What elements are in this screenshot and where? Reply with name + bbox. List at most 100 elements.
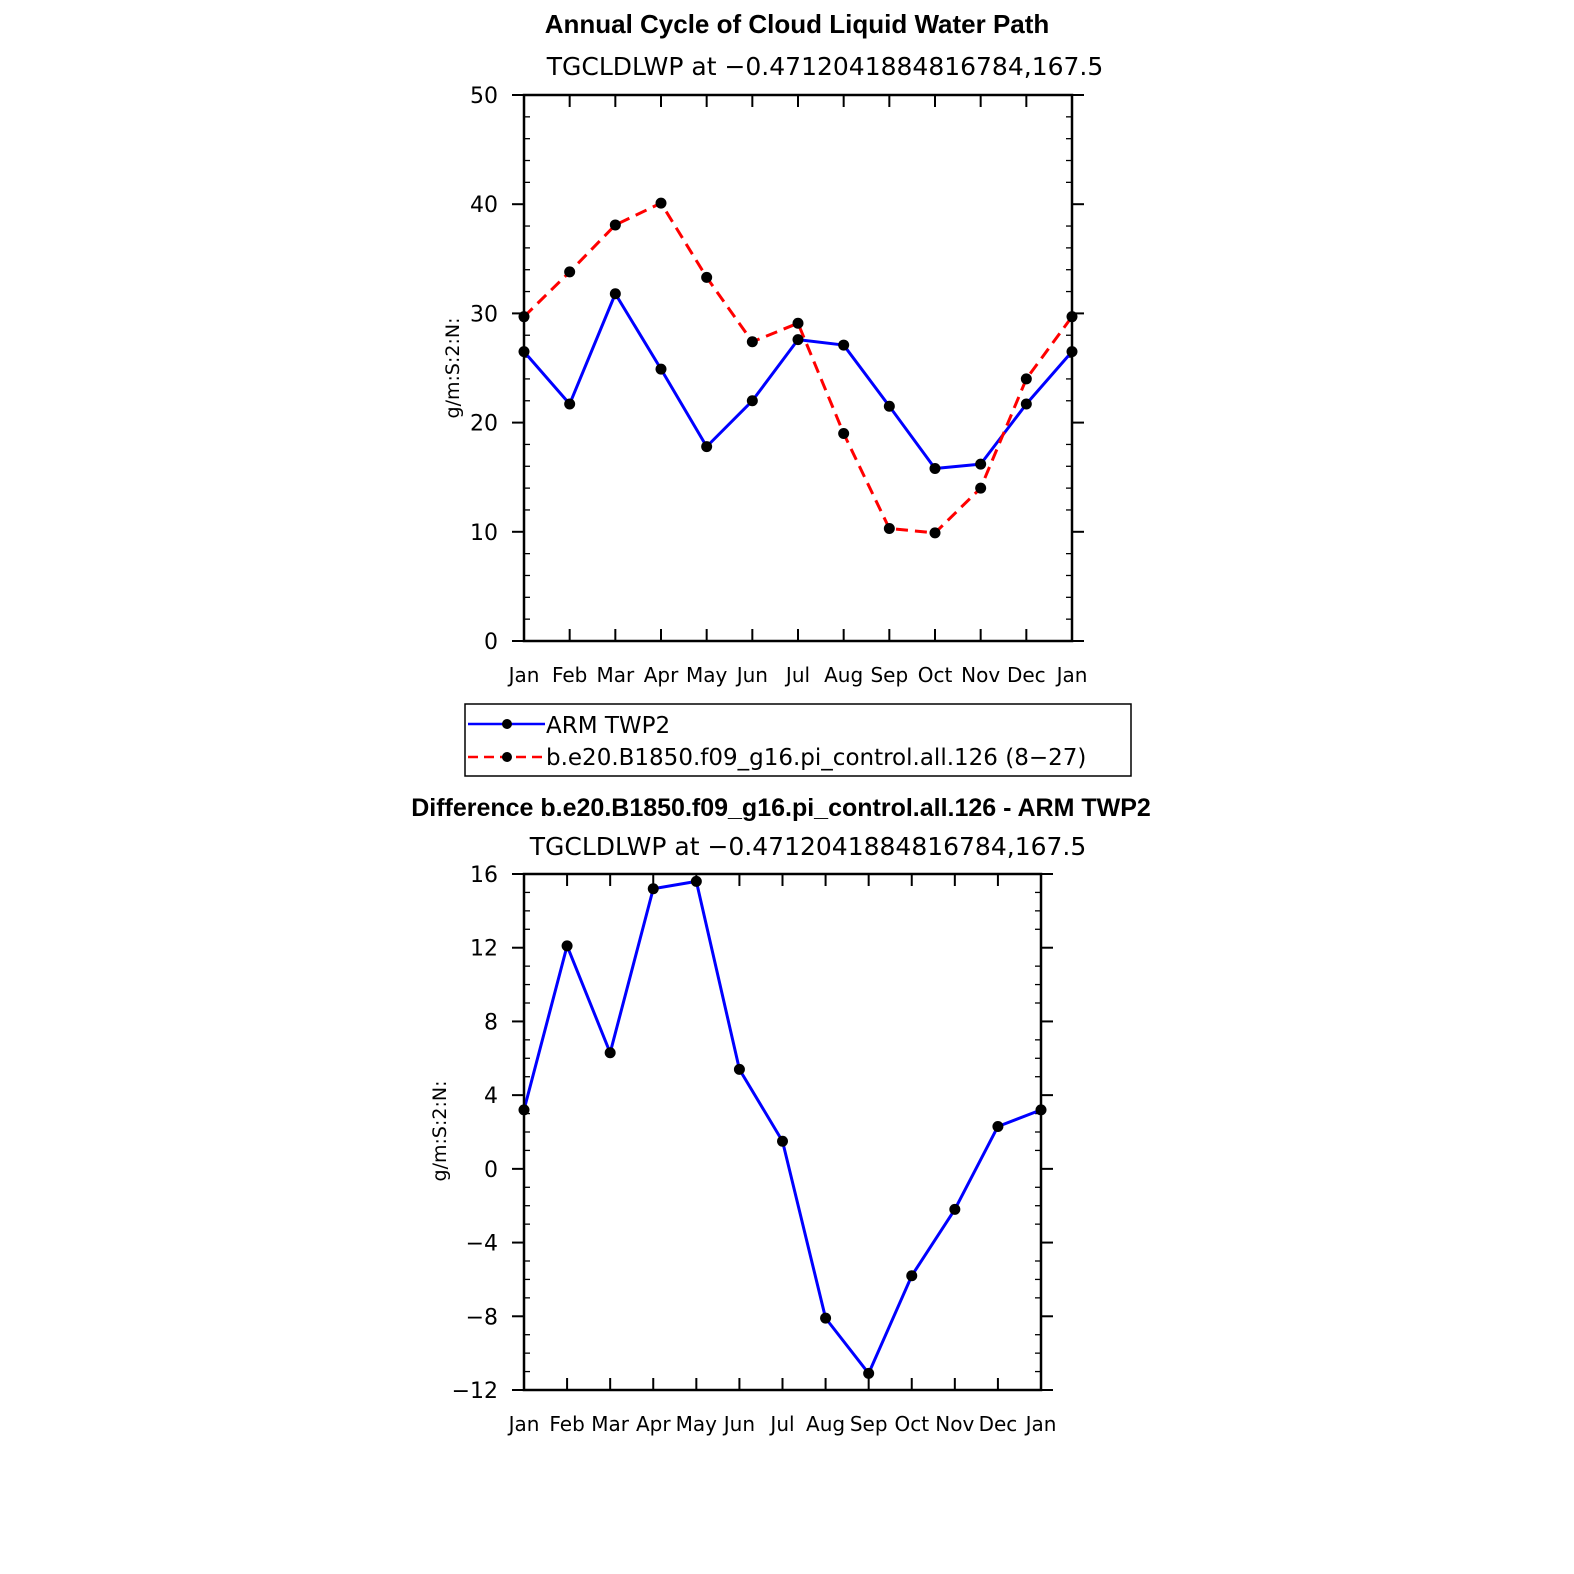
x-tick-label: Dec: [979, 1412, 1018, 1436]
x-tick-label: Sep: [870, 663, 908, 687]
series-layer: [518, 197, 1078, 539]
x-tick-label: Apr: [644, 663, 679, 687]
y-tick-label: −4: [466, 1232, 498, 1257]
data-point: [604, 1047, 616, 1059]
data-point: [929, 527, 941, 539]
y-tick-label: 4: [484, 1084, 498, 1109]
data-point: [701, 441, 713, 453]
x-tick-label: Nov: [961, 663, 1000, 687]
data-point: [883, 400, 895, 412]
data-point: [701, 271, 713, 283]
y-axis-label: g/m:S:2:N:: [429, 1081, 451, 1182]
x-tick-label: Apr: [636, 1412, 671, 1436]
x-tick-label: Dec: [1007, 663, 1046, 687]
difference-chart: Difference b.e20.B1850.f09_g16.pi_contro…: [411, 794, 1151, 1436]
y-tick-label: 10: [470, 521, 498, 546]
data-point: [949, 1203, 961, 1215]
x-tick-label: Oct: [918, 663, 953, 687]
data-point: [792, 317, 804, 329]
x-tick-label: Jan: [1024, 1412, 1057, 1436]
legend: ARM TWP2 b.e20.B1850.f09_g16.pi_control.…: [464, 703, 1132, 777]
data-point: [975, 482, 987, 494]
y-tick-labels: 0 10 20 30 40 50: [470, 84, 498, 655]
series-layer: [518, 875, 1047, 1379]
data-point: [929, 462, 941, 474]
x-tick-label: Jan: [507, 663, 540, 687]
legend-label-model: b.e20.B1850.f09_g16.pi_control.all.126 (…: [546, 745, 1086, 771]
data-point: [992, 1120, 1004, 1132]
data-point: [838, 428, 850, 440]
x-tick-label: Aug: [824, 663, 863, 687]
legend-label-arm: ARM TWP2: [546, 713, 670, 739]
chart-title: Difference b.e20.B1850.f09_g16.pi_contro…: [411, 794, 1151, 822]
data-point: [906, 1270, 918, 1282]
ticks: [512, 873, 1053, 1391]
x-tick-label: Jul: [784, 663, 810, 687]
series-line: [522, 879, 1042, 1375]
x-tick-label: Jul: [768, 1412, 794, 1436]
x-tick-label: May: [686, 663, 728, 687]
y-tick-label: 0: [484, 1158, 498, 1183]
y-tick-label: 0: [484, 630, 498, 655]
data-point: [655, 363, 667, 375]
y-tick-label: 50: [470, 84, 498, 109]
data-point: [561, 940, 573, 952]
series-line: [522, 201, 1074, 535]
data-point: [777, 1135, 788, 1147]
data-point: [609, 288, 621, 300]
annual-cycle-chart: Annual Cycle of Cloud Liquid Water Path …: [442, 9, 1103, 687]
data-point: [564, 266, 576, 278]
x-tick-label: Sep: [850, 1412, 888, 1436]
data-point: [1020, 398, 1032, 410]
y-axis-label: g/m:S:2:N:: [442, 318, 464, 419]
legend-marker-model: [502, 752, 512, 762]
x-tick-label: Jun: [722, 1412, 755, 1436]
y-tick-label: 40: [470, 193, 498, 218]
y-tick-label: 30: [470, 302, 498, 327]
data-point: [655, 197, 667, 209]
data-point: [863, 1367, 875, 1379]
plot-frame: [522, 93, 1074, 643]
x-tick-label: Mar: [596, 663, 635, 687]
data-point: [975, 458, 987, 470]
y-tick-label: 8: [484, 1010, 498, 1035]
x-tick-label: Oct: [894, 1412, 929, 1436]
x-tick-label: May: [676, 1412, 718, 1436]
x-tick-label: Jan: [507, 1412, 540, 1436]
y-tick-label: 16: [470, 863, 498, 888]
data-point: [746, 336, 758, 348]
data-point: [647, 883, 659, 895]
x-tick-label: Jun: [735, 663, 768, 687]
data-point: [690, 875, 702, 887]
chart-subtitle: TGCLDLWP at −0.4712041884816784,167.5: [529, 832, 1087, 861]
x-tick-label: Jan: [1055, 663, 1088, 687]
plot-frame: [522, 872, 1043, 1392]
x-tick-label: Feb: [549, 1412, 584, 1436]
data-point: [746, 395, 758, 407]
data-point: [733, 1063, 745, 1075]
x-tick-label: Feb: [552, 663, 587, 687]
x-tick-labels: Jan Feb Mar Apr May Jun Jul Aug Sep Oct Nov Dec Jan: [507, 663, 1088, 687]
data-point: [1020, 373, 1032, 385]
x-tick-label: Nov: [935, 1412, 974, 1436]
x-tick-labels: Jan Feb Mar Apr May Jun Jul Aug Sep Oct Nov Dec Jan: [507, 1412, 1057, 1436]
legend-marker-arm: [502, 719, 512, 729]
data-point: [820, 1312, 832, 1324]
data-point: [792, 334, 804, 346]
y-tick-label: −8: [466, 1305, 498, 1330]
ticks: [512, 94, 1084, 642]
y-tick-label: 20: [470, 412, 498, 437]
chart-subtitle: TGCLDLWP at −0.4712041884816784,167.5: [546, 52, 1104, 81]
y-tick-label: −12: [452, 1379, 498, 1404]
y-tick-label: 12: [470, 937, 498, 962]
chart-title: Annual Cycle of Cloud Liquid Water Path: [545, 9, 1050, 39]
x-tick-label: Mar: [591, 1412, 630, 1436]
data-point: [838, 339, 850, 351]
data-point: [883, 523, 895, 535]
legend-frame: [464, 703, 1132, 777]
x-tick-label: Aug: [806, 1412, 845, 1436]
data-point: [609, 219, 621, 231]
y-tick-labels: −12 −8 −4 0 4 8 12 16: [452, 863, 498, 1404]
data-point: [564, 398, 576, 410]
